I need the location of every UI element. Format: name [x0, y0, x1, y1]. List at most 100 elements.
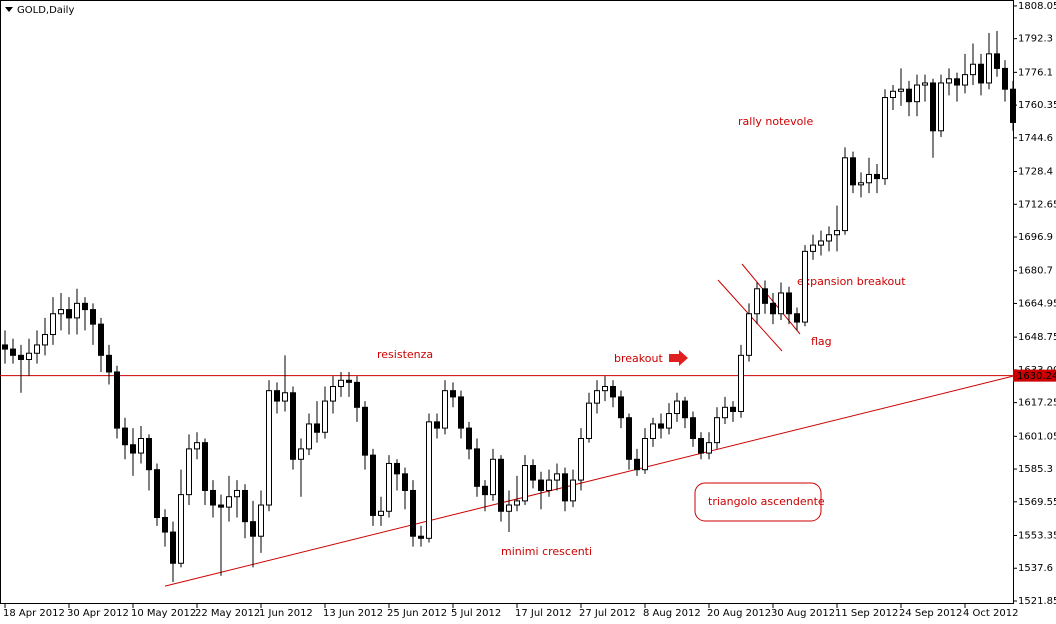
candle-body — [586, 402, 592, 439]
candle-body — [826, 234, 832, 242]
candle-body — [458, 396, 464, 429]
candle-body — [90, 309, 96, 325]
x-tick-label: 13 Jun 2012 — [323, 608, 383, 619]
x-tick-label: 1 Jun 2012 — [259, 608, 313, 619]
candle-body — [554, 473, 560, 481]
candle-body — [674, 400, 680, 415]
candle-body — [602, 386, 608, 392]
y-tick-label: 1569.55 — [1018, 497, 1056, 508]
candle-body — [962, 74, 968, 86]
candle-body — [538, 479, 544, 491]
candle-body — [906, 88, 912, 103]
candle-body — [506, 504, 512, 512]
candle-body — [234, 489, 240, 498]
candle-body — [82, 302, 88, 311]
x-tick-label: 25 Jun 2012 — [387, 608, 447, 619]
candle-body — [682, 400, 688, 419]
x-tick-label: 20 Aug 2012 — [707, 608, 771, 619]
support-line — [164, 375, 1014, 587]
candle-body — [578, 437, 584, 481]
candle-body — [514, 500, 520, 506]
candle-body — [786, 292, 792, 315]
candle-body — [202, 442, 208, 491]
y-tick-label: 1760.35 — [1018, 100, 1056, 111]
y-tick-label: 1712.65 — [1018, 199, 1056, 210]
candle-body — [866, 173, 872, 184]
y-tick-label: 1808.05 — [1018, 1, 1056, 12]
candle-body — [106, 354, 112, 373]
candle-body — [610, 386, 616, 398]
candle-body — [170, 531, 176, 564]
candle-body — [210, 489, 216, 506]
candle-body — [386, 462, 392, 512]
candle-body — [698, 437, 704, 454]
y-tick-label: 1617.25 — [1018, 398, 1056, 409]
x-tick-label: 8 Aug 2012 — [643, 608, 701, 619]
breakout-arrow — [669, 350, 688, 366]
candle-body — [442, 390, 448, 429]
candle-body — [2, 344, 8, 350]
candle-body — [1002, 67, 1008, 90]
candle-body — [954, 78, 960, 86]
candle-body — [658, 423, 664, 429]
candle-body — [706, 442, 712, 454]
y-tick-label: 1696.9 — [1018, 232, 1053, 243]
candle-body — [946, 78, 952, 84]
x-tick-label: 5 Jul 2012 — [451, 608, 501, 619]
x-tick-label: 22 May 2012 — [195, 608, 260, 619]
candle-body — [418, 535, 424, 539]
candle-body — [770, 302, 776, 315]
x-tick-label: 18 Apr 2012 — [3, 608, 65, 619]
candle-body — [122, 427, 128, 446]
candle-body — [818, 240, 824, 246]
candle-body — [522, 465, 528, 502]
y-tick-label: 1728.4 — [1018, 167, 1053, 178]
candle-body — [762, 288, 768, 304]
candle-body — [370, 454, 376, 516]
candle-body — [834, 230, 840, 236]
candle-body — [346, 379, 352, 383]
candle-body — [450, 390, 456, 398]
x-tick-label: 17 Jul 2012 — [515, 608, 572, 619]
price-marker — [1013, 369, 1056, 382]
y-tick-label: 1744.6 — [1018, 133, 1053, 144]
candle-body — [642, 437, 648, 471]
annotation: rally notevole — [738, 115, 813, 128]
candle-body — [258, 504, 264, 537]
y-tick-label: 1776.1 — [1018, 67, 1053, 78]
candle-body — [794, 313, 800, 323]
candle-body — [250, 521, 256, 537]
candle-body — [914, 84, 920, 103]
y-tick-label: 1553.35 — [1018, 530, 1056, 541]
chart-title: GOLD,Daily — [17, 5, 74, 16]
candle-body — [74, 302, 80, 319]
y-tick-label: 1521.85 — [1018, 596, 1056, 607]
candle-body — [410, 489, 416, 537]
candle-body — [114, 371, 120, 429]
x-tick-label: 10 May 2012 — [131, 608, 196, 619]
candle-body — [978, 63, 984, 84]
candle-body — [746, 313, 752, 356]
candle-body — [898, 88, 904, 92]
candle-body — [162, 517, 168, 533]
candle-body — [218, 504, 224, 508]
candle-body — [426, 421, 432, 539]
candle-body — [266, 390, 272, 506]
candle-body — [402, 473, 408, 491]
candle-body — [922, 82, 928, 86]
candle-body — [378, 510, 384, 516]
candle-body — [850, 157, 856, 186]
candle-body — [242, 489, 248, 523]
candle-body — [938, 82, 944, 132]
candle-body — [362, 406, 368, 456]
annotation: breakout — [614, 352, 663, 365]
candle-body — [138, 437, 144, 454]
candle-body — [194, 442, 200, 450]
menu-arrow — [5, 7, 13, 12]
y-tick-label: 1648.75 — [1018, 332, 1056, 343]
y-tick-label: 1792.3 — [1018, 34, 1053, 45]
annotation: resistenza — [377, 348, 433, 361]
candle-body — [754, 288, 760, 315]
candle-body — [394, 462, 400, 475]
candle-body — [594, 390, 600, 404]
